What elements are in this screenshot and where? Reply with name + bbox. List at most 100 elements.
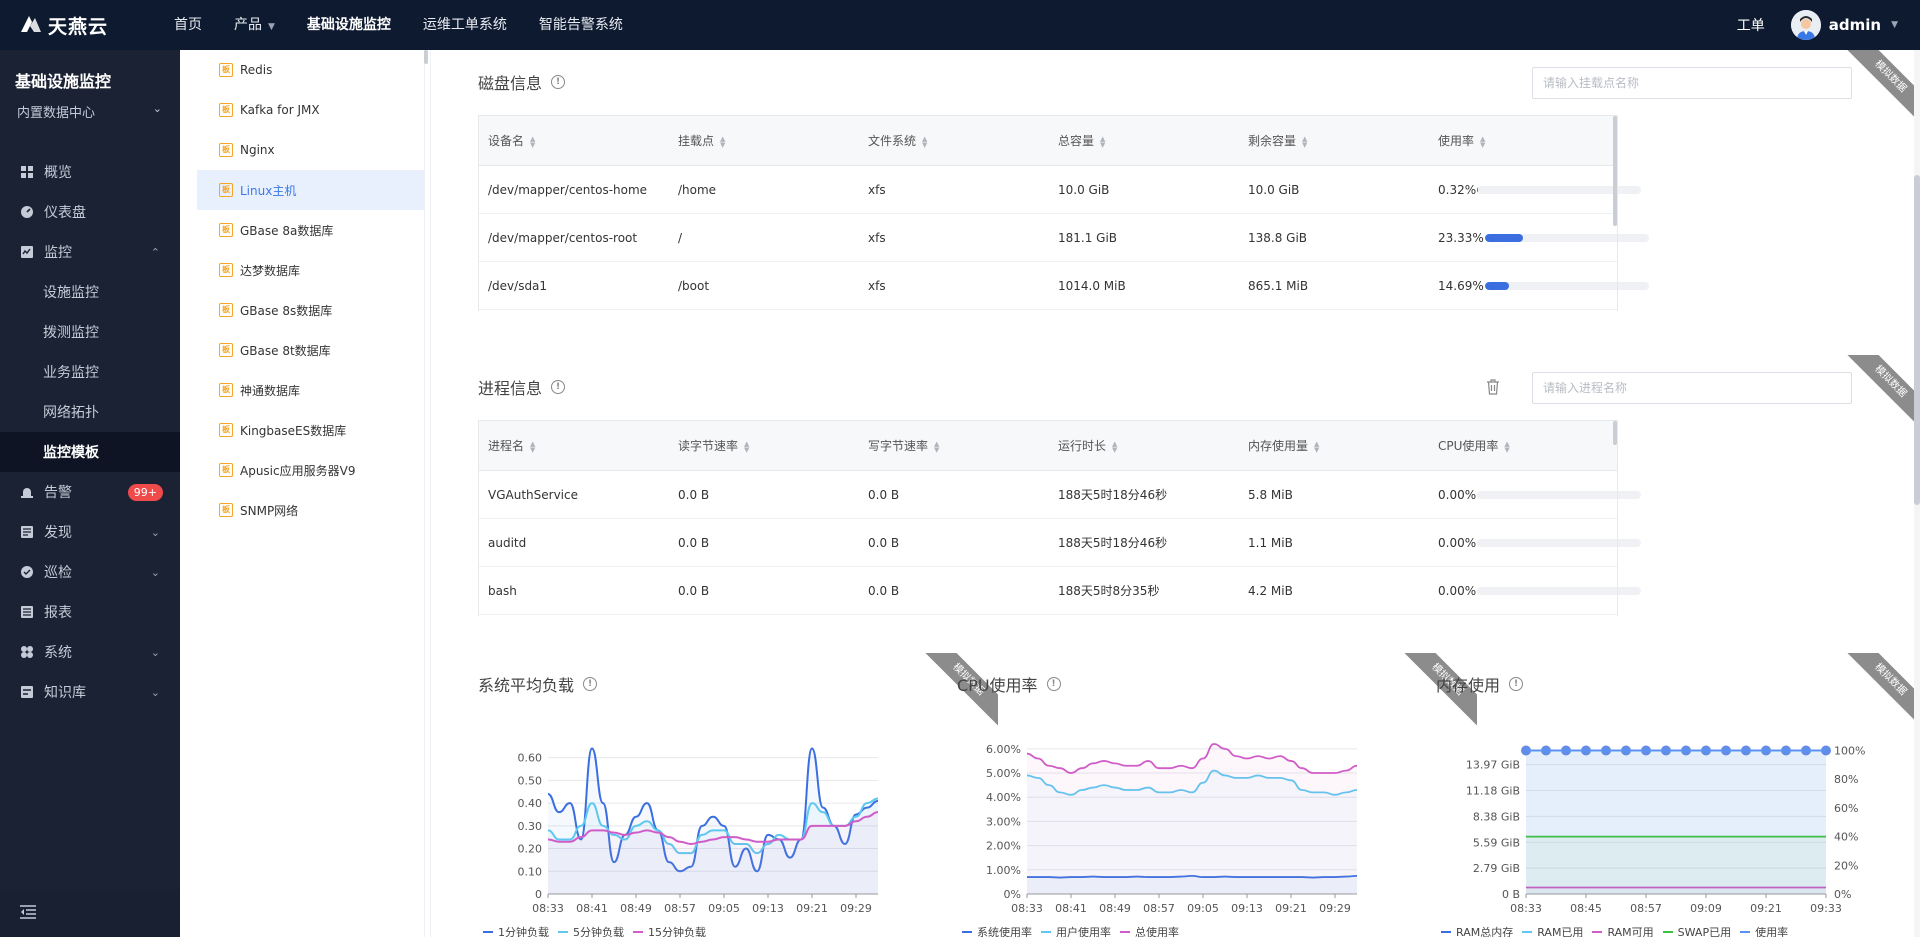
column-header[interactable]: 文件系统 ▲ ▼ bbox=[858, 115, 1048, 166]
usage-progress-bar bbox=[1477, 539, 1642, 547]
template-item-0[interactable]: 板 Redis bbox=[197, 50, 424, 90]
table-row[interactable]: /dev/mapper/centos-root / xfs 181.1 GiB 138.… bbox=[478, 213, 1649, 262]
trash-icon[interactable] bbox=[1486, 379, 1500, 395]
sort-icon[interactable]: ▲ ▼ bbox=[922, 134, 928, 149]
template-item-10[interactable]: 板 Apusic应用服务器V9 bbox=[197, 450, 424, 490]
column-header[interactable]: 运行时长 ▲ ▼ bbox=[1048, 420, 1238, 471]
process-section-title: 进程信息 bbox=[478, 379, 543, 398]
nav-item-2[interactable]: 基础设施监控 bbox=[291, 0, 407, 50]
legend-item[interactable]: RAM总内存 bbox=[1441, 924, 1513, 937]
sort-icon[interactable]: ▲ ▼ bbox=[720, 134, 726, 149]
sidebar-item-6[interactable]: 网络拓扑 bbox=[0, 392, 180, 432]
sidebar-item-10[interactable]: 巡检 ⌄ bbox=[0, 552, 180, 592]
table-row[interactable]: /dev/sda1/boot xfs 1014.0 MiB 865.1 MiB 14.6… bbox=[478, 261, 1649, 310]
template-list-scrollbar[interactable] bbox=[424, 50, 428, 64]
legend-item[interactable]: 总使用率 bbox=[1120, 924, 1179, 937]
y-tick-label: 2.79 GiB bbox=[1473, 862, 1520, 875]
column-header[interactable]: 挂载点 ▲ ▼ bbox=[668, 115, 858, 166]
series-line bbox=[547, 797, 879, 855]
column-header[interactable]: 总容量 ▲ ▼ bbox=[1048, 115, 1238, 166]
datacenter-selector[interactable]: 内置数据中心 ⌄ bbox=[17, 102, 162, 121]
sort-icon[interactable]: ▲ ▼ bbox=[1504, 439, 1510, 454]
template-item-7[interactable]: 板 GBase 8t数据库 bbox=[197, 330, 424, 370]
sort-icon[interactable]: ▲ ▼ bbox=[530, 439, 536, 454]
table-row[interactable]: /dev/mapper/centos-home/home xfs 10.0 GiB 1… bbox=[478, 165, 1642, 214]
workorder-link[interactable]: 工单 bbox=[1736, 18, 1765, 34]
process-table-scrollbar[interactable] bbox=[1613, 421, 1617, 445]
sidebar-item-4[interactable]: 拨测监控 bbox=[0, 312, 180, 352]
nav-item-3[interactable]: 运维工单系统 bbox=[407, 0, 523, 50]
legend-item[interactable]: 使用率 bbox=[1740, 924, 1788, 937]
sidebar-item-2[interactable]: 监控 ⌃ bbox=[0, 232, 180, 272]
column-header[interactable]: 使用率 ▲ ▼ bbox=[1428, 115, 1618, 166]
template-item-3[interactable]: 板 Linux主机 bbox=[197, 170, 424, 210]
template-item-9[interactable]: 板 KingbaseES数据库 bbox=[197, 410, 424, 450]
username[interactable]: admin bbox=[1828, 16, 1882, 34]
legend-item[interactable]: 用户使用率 bbox=[1041, 924, 1111, 937]
table-row[interactable]: bash 0.0 B 0.0 B 188天5时8分35秒 4.2 MiB 0.00% bbox=[478, 566, 1642, 615]
sidebar-item-7[interactable]: 监控模板 bbox=[0, 432, 180, 472]
sidebar-item-5[interactable]: 业务监控 bbox=[0, 352, 180, 392]
template-item-2[interactable]: 板 Nginx bbox=[197, 130, 424, 170]
sort-icon[interactable]: ▲ ▼ bbox=[1112, 439, 1118, 454]
column-header[interactable]: 剩余容量 ▲ ▼ bbox=[1238, 115, 1428, 166]
sort-icon[interactable]: ▲ ▼ bbox=[934, 439, 940, 454]
table-row[interactable]: auditd 0.0 B 0.0 B 188天5时18分46秒 1.1 MiB 0.00% bbox=[478, 518, 1642, 567]
template-item-4[interactable]: 板 GBase 8a数据库 bbox=[197, 210, 424, 250]
template-item-11[interactable]: 板 SNMP网络 bbox=[197, 490, 424, 530]
page-scrollbar-thumb[interactable] bbox=[1914, 175, 1920, 505]
column-header[interactable]: 内存使用量 ▲ ▼ bbox=[1238, 420, 1428, 471]
sidebar-item-0[interactable]: 概览 bbox=[0, 152, 180, 192]
legend-item[interactable]: 系统使用率 bbox=[962, 924, 1032, 937]
legend-item[interactable]: RAM可用 bbox=[1592, 924, 1654, 937]
process-search-input[interactable] bbox=[1532, 372, 1852, 404]
legend-item[interactable]: 1分钟负载 bbox=[483, 924, 549, 937]
info-icon[interactable]: ! bbox=[551, 380, 566, 394]
info-icon[interactable]: ! bbox=[551, 75, 566, 89]
nav-item-4[interactable]: 智能告警系统 bbox=[523, 0, 639, 50]
mount-search-input[interactable] bbox=[1532, 67, 1852, 99]
sort-icon[interactable]: ▲ ▼ bbox=[744, 439, 750, 454]
legend-item[interactable]: 15分钟负载 bbox=[633, 924, 706, 937]
sort-icon[interactable]: ▲ ▼ bbox=[530, 134, 536, 149]
column-header[interactable]: 写字节速率 ▲ ▼ bbox=[858, 420, 1048, 471]
template-item-6[interactable]: 板 GBase 8s数据库 bbox=[197, 290, 424, 330]
template-item-8[interactable]: 板神通数据库 bbox=[197, 370, 424, 410]
legend-item[interactable]: SWAP已用 bbox=[1662, 924, 1731, 937]
sort-icon[interactable]: ▲ ▼ bbox=[1302, 134, 1308, 149]
sidebar-collapse-button[interactable] bbox=[0, 889, 180, 937]
legend-item[interactable]: RAM已用 bbox=[1522, 924, 1583, 937]
brand-logo[interactable]: 天燕云 bbox=[18, 11, 108, 39]
sidebar-item-11[interactable]: 报表 bbox=[0, 592, 180, 632]
user-avatar[interactable] bbox=[1790, 10, 1821, 40]
column-header[interactable]: 读字节速率 ▲ ▼ bbox=[668, 420, 858, 471]
nav-item-0[interactable]: 首页 bbox=[158, 0, 218, 50]
sidebar-item-12[interactable]: 系统 ⌄ bbox=[0, 632, 180, 672]
info-icon[interactable]: ! bbox=[1046, 677, 1061, 691]
template-item-1[interactable]: 板 Kafka for JMX bbox=[197, 90, 424, 130]
table-cell: 188天5时8分35秒 bbox=[1048, 566, 1238, 615]
sort-icon[interactable]: ▲ ▼ bbox=[1480, 134, 1486, 149]
legend-item[interactable]: 5分钟负载 bbox=[558, 924, 624, 937]
info-icon[interactable]: ! bbox=[1509, 677, 1524, 691]
sidebar-item-9[interactable]: 发现 ⌄ bbox=[0, 512, 180, 552]
disk-section-title: 磁盘信息 bbox=[478, 74, 543, 93]
nav-item-1[interactable]: 产品 ▼ bbox=[218, 0, 291, 50]
sidebar-item-13[interactable]: 知识库 ⌄ bbox=[0, 672, 180, 712]
sort-icon[interactable]: ▲ ▼ bbox=[1314, 439, 1320, 454]
sidebar-item-3[interactable]: 设施监控 bbox=[0, 272, 180, 312]
column-header[interactable]: 设备名 ▲ ▼ bbox=[478, 115, 668, 166]
column-header[interactable]: CPU使用率 ▲ ▼ bbox=[1428, 420, 1618, 471]
chevron-down-icon[interactable]: ▼ bbox=[1891, 20, 1898, 30]
sidebar-item-1[interactable]: 仪表盘 bbox=[0, 192, 180, 232]
template-item-5[interactable]: 板达梦数据库 bbox=[197, 250, 424, 290]
sort-icon[interactable]: ▲ ▼ bbox=[1100, 134, 1106, 149]
sidebar-item-8[interactable]: 告警 99+ bbox=[0, 472, 180, 512]
cell-device: /dev/mapper/centos-home bbox=[488, 182, 648, 197]
table-row[interactable]: VGAuthService 0.0 B 0.0 B 188天5时18分46秒 5.8 M… bbox=[478, 470, 1642, 519]
process-table-border bbox=[478, 420, 1618, 616]
table-cell: /boot bbox=[668, 261, 858, 310]
disk-table-scrollbar[interactable] bbox=[1613, 116, 1617, 226]
column-header[interactable]: 进程名 ▲ ▼ bbox=[478, 420, 668, 471]
info-icon[interactable]: ! bbox=[583, 677, 598, 691]
